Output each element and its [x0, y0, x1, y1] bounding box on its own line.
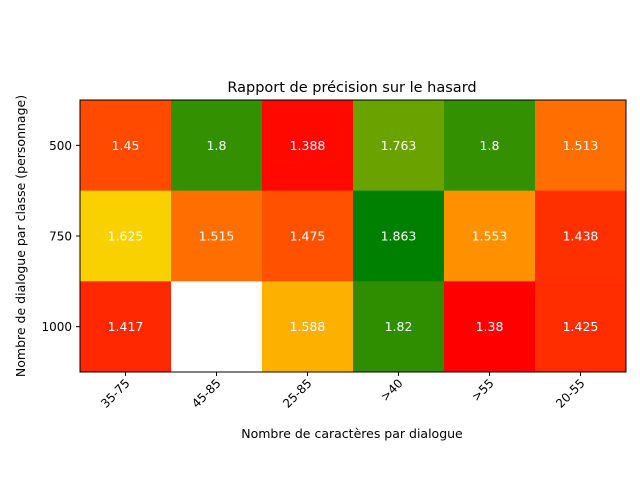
- y-tick-label: 500: [49, 139, 72, 153]
- cell-value-label: 1.513: [563, 138, 599, 153]
- x-tick-label: 20-55: [553, 376, 588, 411]
- heatmap-cell-labels: 1.45 1.8 1.388 1.763 1.8 1.513 1.625 1.515 1.475…: [108, 138, 599, 334]
- cell-value-label: 1.45: [112, 138, 140, 153]
- heatmap-cell: [262, 281, 354, 373]
- heatmap-cell: [171, 190, 263, 282]
- heatmap-cells: [80, 100, 627, 373]
- heatmap-cell: [444, 281, 536, 373]
- cell-value-label: 1.763: [381, 138, 417, 153]
- cell-value-label: 1.388: [290, 138, 326, 153]
- heatmap-cell: [80, 281, 172, 373]
- cell-value-label: 1.553: [472, 229, 508, 244]
- cell-value-label: 1.38: [476, 319, 504, 334]
- cell-value-label: 1.425: [563, 319, 599, 334]
- heatmap-cell: [171, 100, 263, 192]
- y-axis-label: Nombre de dialogue par classe (personnag…: [13, 95, 28, 377]
- heatmap-cell: [80, 100, 172, 192]
- x-tick-label: 25-85: [280, 376, 315, 411]
- heatmap-cell: [262, 190, 354, 282]
- x-tick-label: 45-85: [189, 376, 224, 411]
- heatmap-cell: [171, 281, 263, 373]
- heatmap-cell: [353, 281, 445, 373]
- heatmap-cell: [444, 190, 536, 282]
- x-tick-label: >40: [378, 376, 406, 404]
- cell-value-label: 1.863: [381, 229, 417, 244]
- y-tick-label: 750: [49, 230, 72, 244]
- cell-value-label: 1.625: [108, 229, 144, 244]
- cell-value-label: 1.515: [199, 229, 235, 244]
- x-axis-ticks: 35-75 45-85 25-85 >40 >55 20-55: [98, 372, 588, 411]
- x-axis-label: Nombre de caractères par dialogue: [241, 426, 463, 441]
- cell-value-label: 1.8: [480, 138, 500, 153]
- heatmap-cell: [353, 100, 445, 192]
- y-axis-ticks: 500 750 1000: [41, 139, 80, 334]
- heatmap-cell: [535, 190, 627, 282]
- cell-value-label: 1.82: [385, 319, 413, 334]
- cell-value-label: 1.588: [290, 319, 326, 334]
- heatmap-cell: [80, 190, 172, 282]
- cell-value-label: 1.438: [563, 229, 599, 244]
- heatmap-cell: [262, 100, 354, 192]
- heatmap-cell: [535, 281, 627, 373]
- x-tick-label: >55: [469, 376, 497, 404]
- cell-value-label: 1.417: [108, 319, 144, 334]
- heatmap-cell: [353, 190, 445, 282]
- y-tick-label: 1000: [41, 320, 72, 334]
- cell-value-label: 1.475: [290, 229, 326, 244]
- heatmap-cell: [535, 100, 627, 192]
- chart-title: Rapport de précision sur le hasard: [227, 80, 476, 96]
- heatmap-cell: [444, 100, 536, 192]
- cell-value-label: 1.8: [207, 138, 227, 153]
- x-tick-label: 35-75: [98, 376, 133, 411]
